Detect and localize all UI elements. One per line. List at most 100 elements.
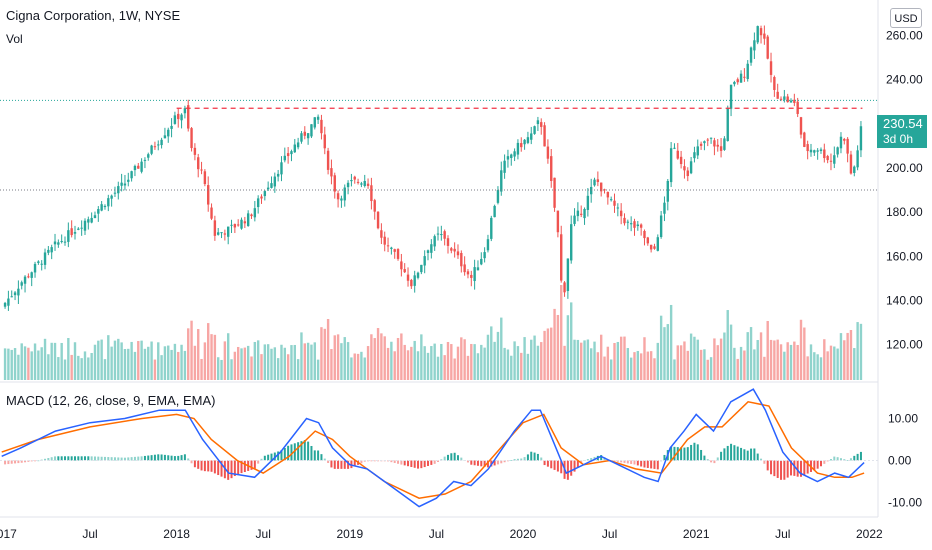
- histogram-bar[interactable]: [120, 457, 123, 461]
- volume-bar[interactable]: [356, 353, 360, 380]
- candle-body[interactable]: [326, 150, 330, 170]
- histogram-bar[interactable]: [856, 453, 859, 461]
- candle-body[interactable]: [483, 252, 486, 259]
- volume-bar[interactable]: [723, 332, 726, 380]
- candle-body[interactable]: [173, 115, 177, 124]
- volume-bar[interactable]: [210, 334, 213, 380]
- volume-bar[interactable]: [253, 341, 257, 380]
- candle-body[interactable]: [256, 198, 260, 208]
- histogram-bar[interactable]: [173, 456, 176, 461]
- histogram-bar[interactable]: [83, 456, 86, 461]
- volume-bar[interactable]: [683, 341, 686, 380]
- volume-bar[interactable]: [819, 357, 823, 380]
- volume-bar[interactable]: [646, 351, 650, 380]
- volume-bar[interactable]: [103, 359, 107, 380]
- volume-bar[interactable]: [813, 352, 816, 380]
- histogram-bar[interactable]: [566, 460, 569, 480]
- volume-bar[interactable]: [773, 340, 776, 380]
- volume-bar[interactable]: [316, 359, 320, 380]
- candle-body[interactable]: [53, 241, 57, 245]
- histogram-bar[interactable]: [27, 460, 30, 462]
- histogram-bar[interactable]: [806, 460, 809, 474]
- volume-bar[interactable]: [753, 349, 756, 380]
- histogram-bar[interactable]: [636, 460, 639, 466]
- histogram-bar[interactable]: [819, 460, 822, 467]
- histogram-bar[interactable]: [150, 455, 153, 461]
- volume-bar[interactable]: [846, 332, 849, 380]
- volume-bar[interactable]: [67, 338, 70, 380]
- candle-body[interactable]: [849, 154, 853, 174]
- candle-body[interactable]: [167, 129, 170, 137]
- candle-body[interactable]: [140, 161, 143, 172]
- histogram-bar[interactable]: [843, 459, 846, 461]
- histogram-bar[interactable]: [736, 446, 739, 461]
- volume-bar[interactable]: [533, 335, 536, 380]
- volume-bar[interactable]: [669, 304, 673, 380]
- histogram-bar[interactable]: [776, 460, 779, 478]
- histogram-bar[interactable]: [410, 460, 413, 467]
- candle-body[interactable]: [749, 47, 753, 63]
- volume-bar[interactable]: [769, 339, 773, 380]
- volume-bar[interactable]: [679, 345, 683, 380]
- volume-bar[interactable]: [386, 347, 390, 380]
- candle-body[interactable]: [103, 205, 107, 208]
- histogram-bar[interactable]: [756, 453, 759, 461]
- volume-bar[interactable]: [290, 345, 293, 380]
- volume-bar[interactable]: [173, 343, 177, 380]
- histogram-bar[interactable]: [656, 460, 659, 470]
- volume-bar[interactable]: [483, 347, 486, 380]
- volume-bar[interactable]: [137, 341, 140, 380]
- volume-bar[interactable]: [203, 342, 207, 380]
- volume-bar[interactable]: [286, 354, 290, 380]
- candle-body[interactable]: [756, 26, 759, 43]
- candle-body[interactable]: [626, 221, 630, 223]
- volume-bar[interactable]: [526, 353, 530, 380]
- volume-bar[interactable]: [326, 318, 330, 380]
- histogram-bar[interactable]: [363, 460, 366, 462]
- candle-body[interactable]: [200, 169, 203, 171]
- volume-bar[interactable]: [310, 344, 313, 380]
- volume-bar[interactable]: [63, 359, 67, 380]
- histogram-bar[interactable]: [103, 456, 106, 461]
- volume-bar[interactable]: [643, 337, 646, 380]
- candle-body[interactable]: [729, 84, 733, 109]
- histogram-bar[interactable]: [390, 460, 393, 463]
- candle-body[interactable]: [340, 198, 343, 201]
- candle-body[interactable]: [440, 234, 443, 236]
- histogram-bar[interactable]: [710, 460, 713, 463]
- histogram-bar[interactable]: [473, 460, 476, 466]
- candle-body[interactable]: [836, 147, 839, 155]
- candle-body[interactable]: [157, 144, 160, 146]
- volume-bar[interactable]: [793, 341, 796, 380]
- macd-legend[interactable]: MACD (12, 26, close, 9, EMA, EMA): [6, 393, 216, 408]
- volume-bar[interactable]: [70, 354, 73, 380]
- histogram-bar[interactable]: [240, 460, 243, 474]
- volume-bar[interactable]: [676, 345, 679, 380]
- candle-body[interactable]: [629, 223, 633, 225]
- histogram-bar[interactable]: [263, 455, 266, 461]
- candle-body[interactable]: [280, 162, 283, 175]
- volume-bar[interactable]: [226, 333, 230, 380]
- candle-body[interactable]: [746, 63, 749, 79]
- histogram-bar[interactable]: [300, 441, 303, 461]
- histogram-bar[interactable]: [260, 458, 263, 461]
- histogram-bar[interactable]: [643, 460, 646, 468]
- candle-body[interactable]: [753, 40, 756, 51]
- candle-body[interactable]: [236, 224, 240, 226]
- volume-bar[interactable]: [243, 347, 247, 380]
- histogram-bar[interactable]: [460, 457, 463, 461]
- volume-bar[interactable]: [659, 315, 663, 380]
- histogram-bar[interactable]: [766, 460, 769, 471]
- candle-body[interactable]: [10, 296, 13, 298]
- volume-bar[interactable]: [759, 332, 763, 380]
- volume-bar[interactable]: [60, 342, 63, 380]
- volume-bar[interactable]: [476, 353, 480, 380]
- symbol-title[interactable]: Cigna Corporation, 1W, NYSE: [6, 8, 181, 23]
- candle-body[interactable]: [673, 147, 676, 149]
- histogram-bar[interactable]: [503, 460, 506, 463]
- volume-bar[interactable]: [350, 357, 353, 380]
- volume-bar[interactable]: [107, 335, 110, 380]
- volume-bar[interactable]: [756, 340, 759, 380]
- histogram-bar[interactable]: [450, 453, 453, 461]
- volume-bar[interactable]: [523, 337, 526, 380]
